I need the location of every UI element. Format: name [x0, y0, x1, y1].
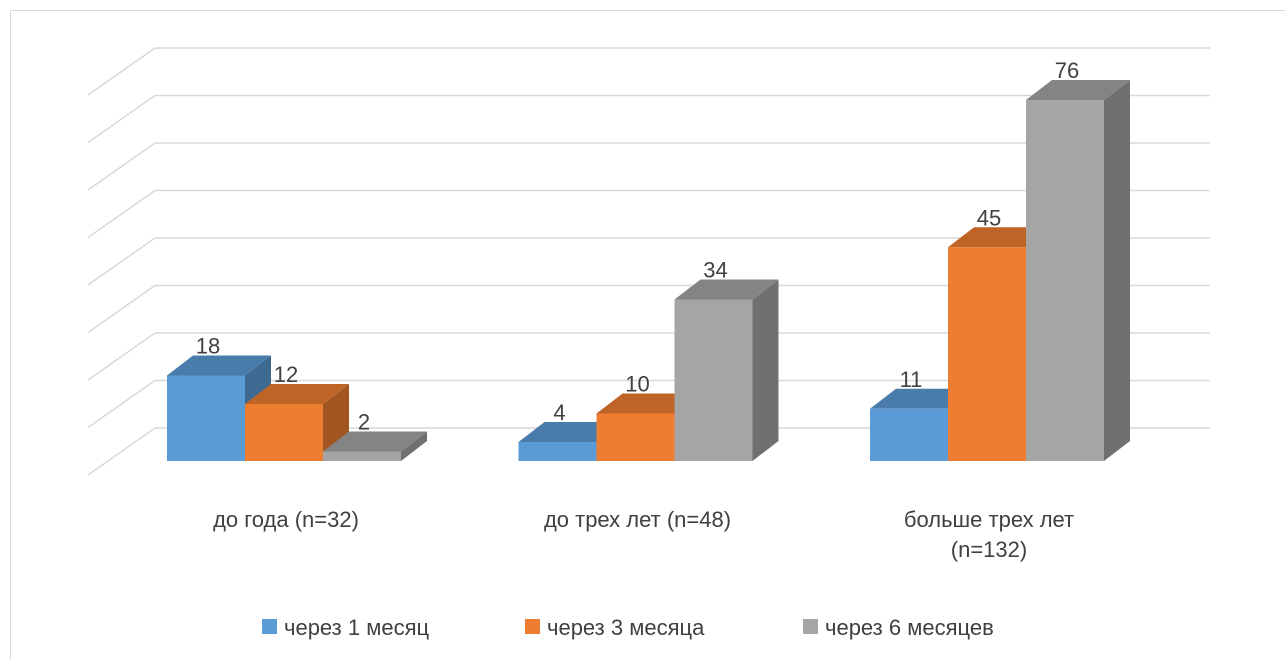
legend-swatch: [803, 619, 818, 634]
legend-swatch: [262, 619, 277, 634]
data-label: 18: [196, 334, 220, 359]
bar-side: [1104, 80, 1130, 461]
bar-front: [596, 413, 675, 461]
bar-side: [401, 431, 427, 461]
bar-top: [1026, 80, 1130, 100]
grid-side: [87, 94, 156, 144]
bar-front: [870, 408, 948, 461]
bar-front: [1026, 100, 1104, 461]
x-tick-label: до года (n=32): [213, 507, 359, 532]
legend-label: через 6 месяцев: [825, 615, 994, 640]
legend-label: через 3 месяца: [547, 615, 705, 640]
bar-front: [323, 451, 401, 461]
data-label: 11: [900, 367, 923, 392]
bar-front: [167, 375, 245, 461]
grid-line: [87, 47, 1210, 96]
bar-front: [518, 442, 597, 461]
grid-side: [87, 47, 156, 96]
x-tick-label: больше трех лет (n=132): [903, 507, 1075, 562]
data-label: 4: [553, 400, 565, 425]
grid-side: [87, 379, 156, 429]
data-label: 34: [703, 258, 727, 283]
grid-side: [87, 427, 156, 476]
bar-front: [948, 247, 1026, 461]
legend-label: через 1 месяц: [284, 615, 430, 640]
bar-top: [674, 279, 779, 300]
x-tick-label: до трех лет (n=48): [543, 507, 732, 532]
bar-top: [323, 431, 427, 452]
bar-top: [167, 355, 271, 376]
bar-front: [245, 404, 323, 461]
bar: [1026, 80, 1130, 461]
grid-side: [87, 284, 156, 334]
bar: [323, 431, 427, 461]
grid-side: [87, 189, 156, 239]
bar-side: [752, 279, 779, 461]
bar-front: [674, 299, 753, 461]
data-label: 45: [977, 205, 1001, 230]
legend-swatch: [525, 619, 540, 634]
data-label: 12: [274, 362, 298, 387]
data-label: 76: [1055, 58, 1079, 83]
grid-side: [87, 332, 156, 381]
chart-border: [10, 10, 1285, 659]
bar: [948, 227, 1052, 461]
grid-side: [87, 142, 156, 191]
bar: [674, 279, 779, 461]
data-label: 2: [358, 410, 370, 435]
grid-side: [87, 237, 156, 286]
bar-top: [245, 384, 349, 404]
data-label: 10: [625, 372, 649, 397]
